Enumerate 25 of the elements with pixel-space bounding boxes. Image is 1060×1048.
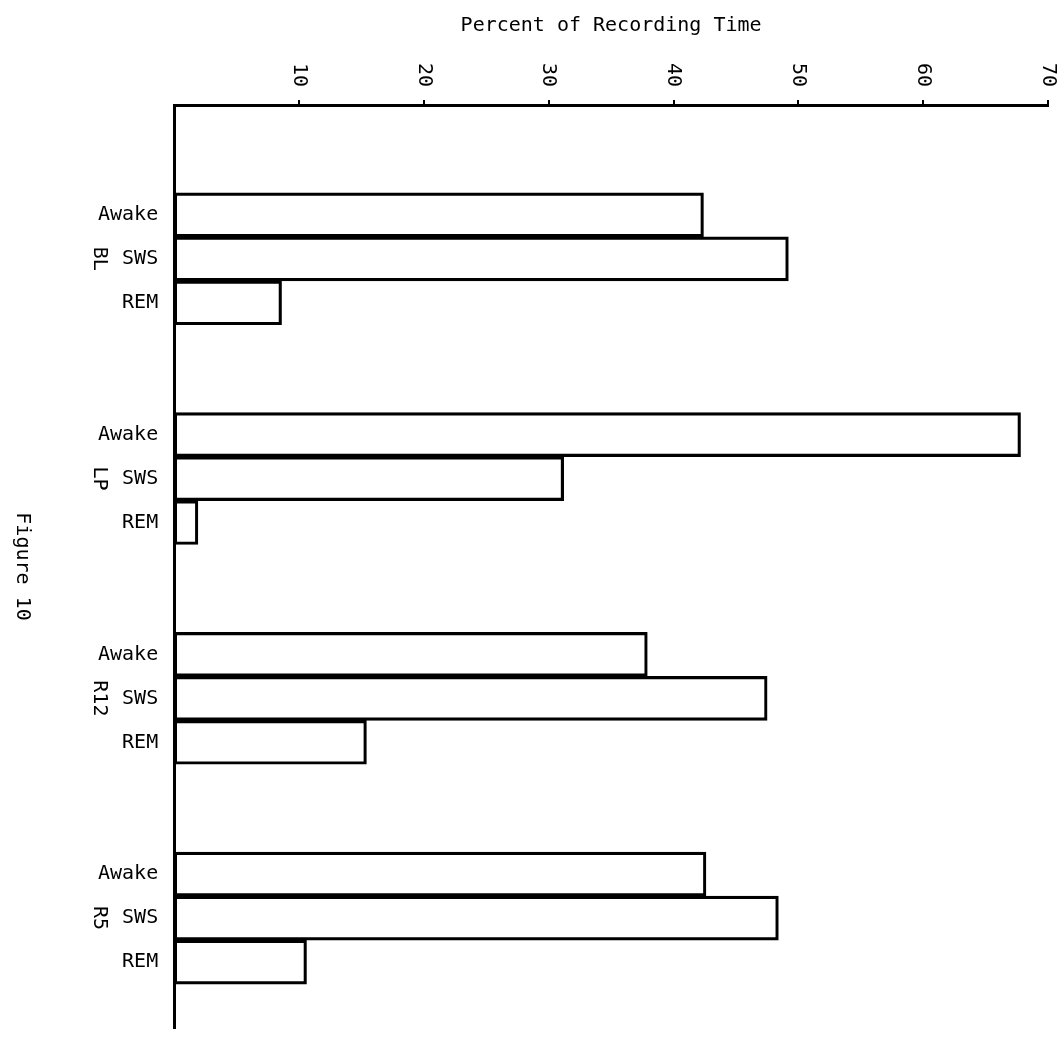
x-tick-label: 30 xyxy=(538,62,563,88)
y-tick-label: REM xyxy=(122,508,159,533)
y-tick-label: REM xyxy=(122,288,159,313)
x-tick-label: 70 xyxy=(1037,62,1060,88)
x-tick-label: 60 xyxy=(912,62,937,88)
x-tick-label: 20 xyxy=(413,62,438,88)
text: R5 xyxy=(89,906,113,931)
x-tick-label: 50 xyxy=(788,62,813,88)
y-tick-label: Awake xyxy=(97,420,159,445)
y-tick-label: Awake xyxy=(97,201,159,226)
text: BL xyxy=(89,246,113,271)
text: R12 xyxy=(89,680,113,717)
x-axis-title: Percent of Recording Time xyxy=(460,12,762,37)
y-tick-label: SWS xyxy=(122,245,159,270)
y-tick-label: REM xyxy=(122,728,159,753)
y-tick-label: SWS xyxy=(122,684,159,709)
y-tick-label: REM xyxy=(122,948,159,973)
y-tick-label: SWS xyxy=(122,464,159,489)
y-tick-label: Awake xyxy=(97,640,159,665)
text: Figure 10 xyxy=(11,512,36,621)
x-tick-label: 10 xyxy=(288,62,313,88)
y-tick-label: SWS xyxy=(122,904,159,929)
y-tick-label: Awake xyxy=(97,860,159,885)
text: LP xyxy=(89,466,113,491)
x-tick-label: 40 xyxy=(663,62,688,88)
